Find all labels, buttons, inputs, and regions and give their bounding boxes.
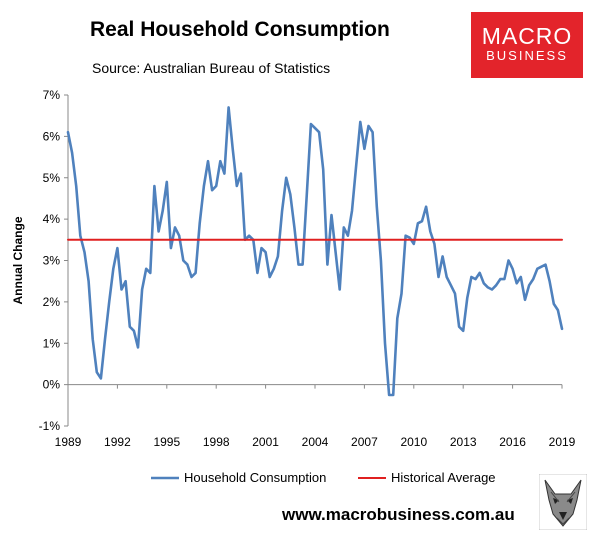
x-tick-label: 1998 bbox=[203, 435, 230, 449]
y-tick-label: 4% bbox=[43, 212, 61, 226]
x-tick-label: 2001 bbox=[252, 435, 279, 449]
macrobusiness-logo: MACRO BUSINESS bbox=[471, 12, 583, 78]
chart-title: Real Household Consumption bbox=[90, 18, 390, 41]
x-tick-label: 2007 bbox=[351, 435, 378, 449]
x-tick-label: 2016 bbox=[499, 435, 526, 449]
y-tick-label: 2% bbox=[43, 295, 61, 309]
website-url: www.macrobusiness.com.au bbox=[282, 505, 515, 524]
y-tick-label: 0% bbox=[43, 378, 61, 392]
x-tick-label: 2010 bbox=[400, 435, 427, 449]
wolf-head-icon bbox=[538, 473, 588, 531]
y-tick-label: 1% bbox=[43, 336, 61, 350]
y-tick-label: -1% bbox=[39, 419, 61, 433]
y-tick-label: 6% bbox=[43, 129, 61, 143]
x-tick-label: 1995 bbox=[153, 435, 180, 449]
y-tick-label: 3% bbox=[43, 254, 61, 268]
series-line-household-consumption bbox=[66, 106, 564, 397]
x-tick-label: 1992 bbox=[104, 435, 131, 449]
y-tick-label: 7% bbox=[43, 88, 61, 102]
logo-line-1: MACRO bbox=[481, 23, 573, 49]
y-tick-label: 5% bbox=[43, 171, 61, 185]
x-tick-label: 2004 bbox=[302, 435, 329, 449]
x-tick-label: 2013 bbox=[450, 435, 477, 449]
legend-label: Historical Average bbox=[391, 470, 496, 485]
chart-subtitle: Source: Australian Bureau of Statistics bbox=[92, 60, 331, 76]
x-tick-label: 1989 bbox=[55, 435, 82, 449]
x-tick-label: 2019 bbox=[549, 435, 576, 449]
legend-label: Household Consumption bbox=[184, 470, 326, 485]
logo-line-2: BUSINESS bbox=[486, 48, 568, 63]
y-axis-label: Annual Change bbox=[11, 216, 25, 304]
